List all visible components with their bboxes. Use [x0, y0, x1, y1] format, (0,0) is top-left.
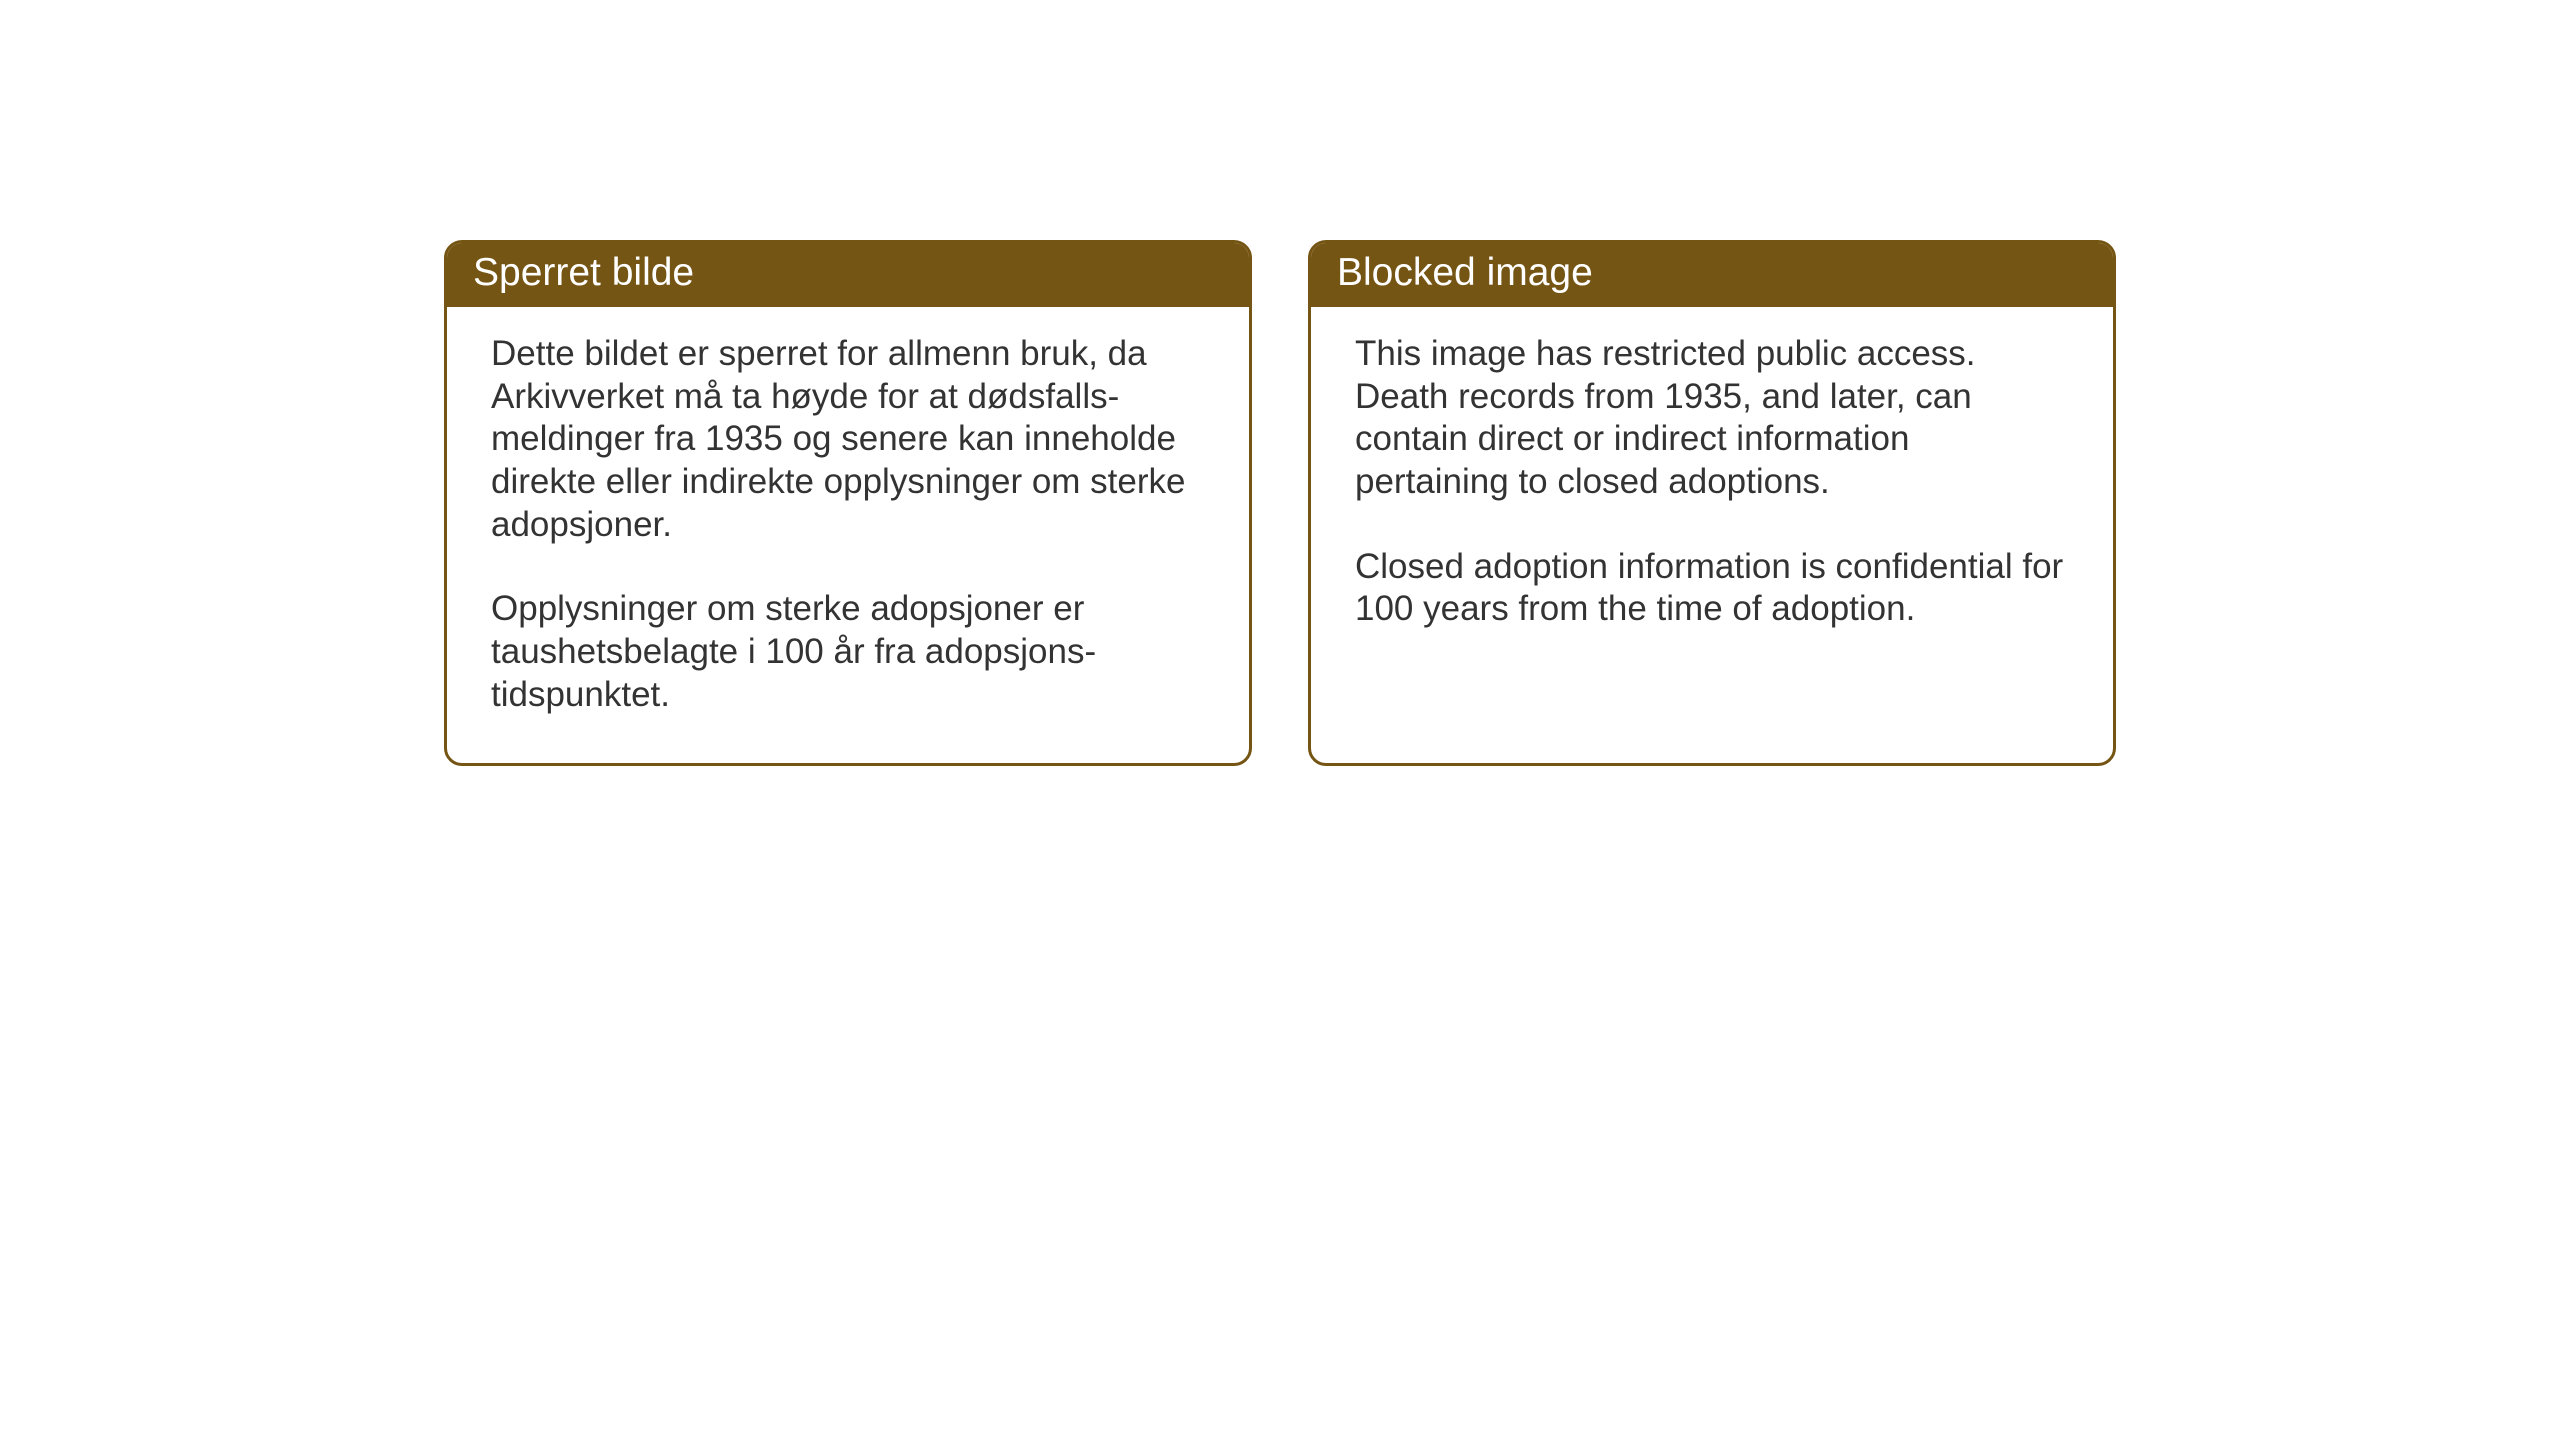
card-title: Sperret bilde: [473, 251, 694, 294]
card-norwegian: Sperret bilde Dette bildet er sperret fo…: [444, 240, 1252, 766]
card-english: Blocked image This image has restricted …: [1308, 240, 2116, 766]
card-body-english: This image has restricted public access.…: [1311, 307, 2113, 677]
cards-container: Sperret bilde Dette bildet er sperret fo…: [444, 240, 2116, 766]
card-header-norwegian: Sperret bilde: [447, 243, 1249, 307]
card-paragraph: This image has restricted public access.…: [1355, 333, 2069, 504]
card-body-norwegian: Dette bildet er sperret for allmenn bruk…: [447, 307, 1249, 763]
card-paragraph: Closed adoption information is confident…: [1355, 546, 2069, 631]
card-paragraph: Dette bildet er sperret for allmenn bruk…: [491, 333, 1205, 546]
card-paragraph: Opplysninger om sterke adopsjoner er tau…: [491, 588, 1205, 716]
card-title: Blocked image: [1337, 251, 1593, 294]
card-header-english: Blocked image: [1311, 243, 2113, 307]
